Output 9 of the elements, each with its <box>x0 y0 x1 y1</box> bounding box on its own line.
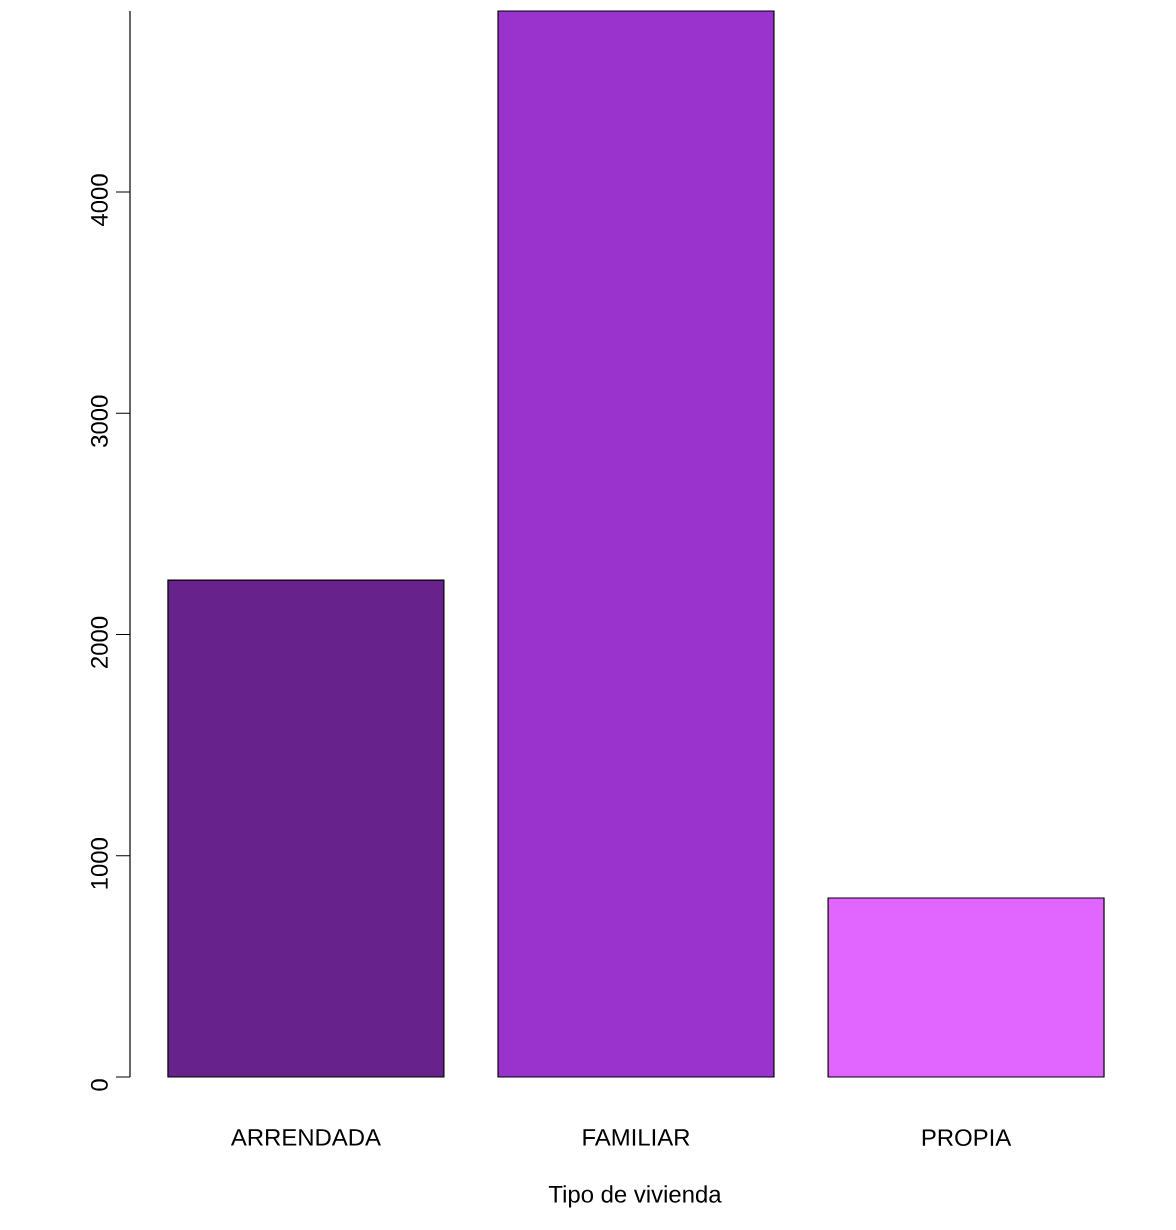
x-tick-label: ARRENDADA <box>230 1129 381 1146</box>
y-tick-label: 2000 <box>90 616 108 668</box>
y-tick-label: 4000 <box>90 174 108 227</box>
x-tick-label: FAMILIAR <box>583 1129 690 1146</box>
y-tick-label: 1000 <box>90 838 108 889</box>
x-axis-title: Tipo de vivienda <box>548 1185 722 1208</box>
y-tick-label: 0 <box>90 1079 108 1091</box>
x-tick-label: PROPIA <box>922 1129 1012 1147</box>
y-tick-label: 3000 <box>90 395 108 447</box>
